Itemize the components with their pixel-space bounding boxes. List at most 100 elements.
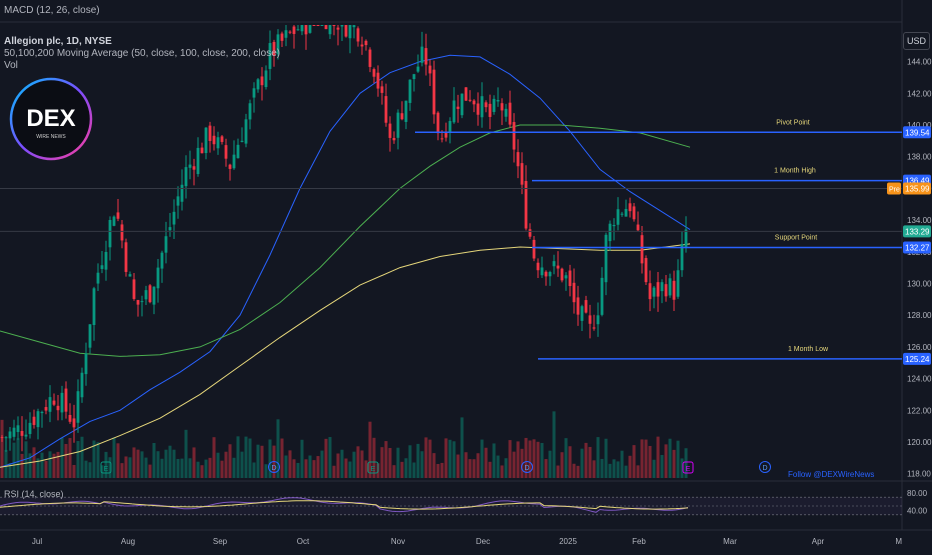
volume-bar [240, 451, 244, 478]
candle-body [160, 252, 164, 269]
candle-body [132, 279, 136, 299]
volume-bar [540, 442, 544, 478]
volume-bar [172, 449, 176, 478]
time-tick-label: Feb [632, 537, 646, 546]
candle-body [144, 290, 148, 300]
candle-body [176, 196, 180, 206]
volume-bar [104, 451, 108, 478]
candle-body [652, 287, 656, 297]
volume-bar [452, 441, 456, 478]
candle-body [276, 34, 280, 55]
candle-body [140, 301, 144, 303]
candle-body [400, 113, 404, 120]
candle-body [308, 25, 312, 33]
volume-bar [664, 444, 668, 478]
dividend-marker [521, 461, 533, 473]
volume-bar [268, 439, 272, 478]
rsi-label[interactable]: RSI (14, close) [4, 489, 64, 499]
candle-body [236, 144, 240, 159]
volume-bar [288, 450, 292, 478]
candle-body [0, 437, 4, 439]
level-label: 1 Month Low [788, 346, 829, 353]
candle-body [528, 229, 532, 237]
volume-bar [580, 448, 584, 478]
volume-bar [500, 465, 504, 478]
symbol-title[interactable]: Allegion plc, 1D, NYSE [4, 36, 112, 47]
candle-body [372, 69, 376, 77]
candle-body [404, 100, 408, 122]
time-tick-label: M [895, 537, 902, 546]
candle-body [284, 30, 288, 38]
candle-body [644, 258, 648, 283]
candle-body [384, 96, 388, 123]
moving-average-label[interactable]: 50,100,200 Moving Average (50, close, 10… [4, 48, 281, 59]
candle-body [12, 427, 16, 437]
candle-body [452, 100, 456, 123]
volume-bar [224, 451, 228, 478]
candle-body [364, 40, 368, 46]
candle-body [500, 103, 504, 111]
candle-body [120, 224, 124, 241]
volume-bar [8, 463, 12, 478]
volume-bar [372, 437, 376, 478]
volume-bar [72, 464, 76, 478]
candle-body [360, 44, 364, 47]
candle-body [192, 166, 196, 170]
candle-body [356, 28, 360, 42]
volume-bar [116, 443, 120, 478]
rsi-band [0, 497, 902, 515]
candle-body [148, 285, 152, 303]
currency-button[interactable]: USD [903, 32, 930, 50]
volume-bar [428, 439, 432, 478]
volume-bar [264, 464, 268, 478]
volume-bar [344, 458, 348, 478]
candle-body [432, 69, 436, 115]
earnings-marker-label: E [686, 466, 691, 473]
candle-body [496, 99, 500, 102]
macd-indicator-label[interactable]: MACD (12, 26, close) [4, 5, 100, 16]
volume-bar [348, 461, 352, 478]
volume-bar [572, 463, 576, 478]
volume-bar [36, 458, 40, 478]
price-tick-label: 126.00 [907, 343, 932, 352]
earnings-marker [100, 461, 112, 474]
follow-link[interactable]: Follow @DEXWireNews [788, 470, 875, 479]
candle-body [592, 327, 596, 329]
candle-body [396, 112, 400, 138]
volume-bar [544, 459, 548, 478]
volume-bar [0, 419, 4, 478]
volume-bar [588, 446, 592, 478]
volume-bar [612, 459, 616, 478]
volume-bar [556, 465, 560, 478]
volume-label[interactable]: Vol [4, 60, 18, 71]
candle-body [456, 106, 460, 109]
candle-body [256, 79, 260, 90]
dividend-marker-label: D [271, 465, 276, 472]
dividend-marker-label: D [762, 465, 767, 472]
candle-body [80, 372, 84, 398]
candle-body [272, 41, 276, 56]
candle-body [252, 88, 256, 98]
rsi-tick-label: 40.00 [907, 506, 928, 515]
volume-bar [508, 440, 512, 478]
volume-bar [140, 451, 144, 478]
volume-bar [600, 458, 604, 478]
time-tick-label: Mar [723, 537, 737, 546]
volume-bar [136, 449, 140, 478]
candle-body [304, 25, 308, 35]
volume-bar [648, 445, 652, 478]
volume-bar [548, 450, 552, 478]
candle-body [44, 407, 48, 411]
candle-body [552, 261, 556, 267]
volume-bar [676, 440, 680, 478]
volume-bar [356, 446, 360, 478]
volume-bar [660, 454, 664, 478]
candle-body [416, 66, 420, 72]
volume-bar [12, 442, 16, 478]
volume-bar [512, 451, 516, 478]
candle-body [4, 437, 8, 439]
candle-body [568, 270, 572, 287]
volume-bar [232, 457, 236, 478]
level-price-text: 125.24 [905, 355, 930, 364]
candle-body [624, 208, 628, 217]
